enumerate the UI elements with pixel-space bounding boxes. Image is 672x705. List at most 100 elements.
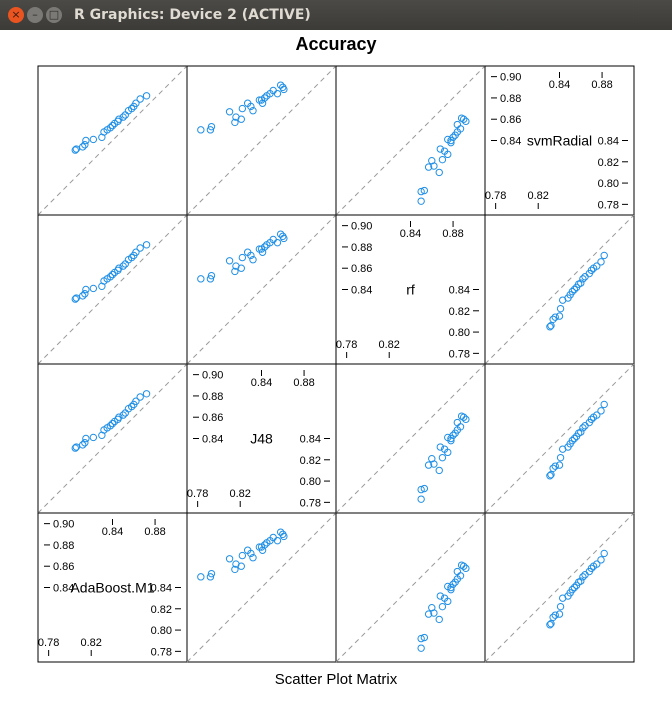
- minimize-window-button[interactable]: –: [27, 7, 43, 23]
- window-titlebar: × – □ R Graphics: Device 2 (ACTIVE): [0, 0, 672, 31]
- close-window-button[interactable]: ×: [8, 7, 24, 23]
- data-point: [79, 143, 87, 151]
- reference-line: [186, 65, 337, 216]
- data-point: [551, 313, 559, 321]
- data-point: [568, 585, 576, 594]
- data-point: [438, 602, 447, 611]
- tick-label: 0.78: [38, 637, 59, 649]
- data-point: [549, 464, 557, 472]
- data-point: [89, 135, 98, 144]
- data-point: [579, 573, 587, 581]
- tick-label: 0.78: [300, 497, 321, 509]
- data-point: [82, 285, 90, 294]
- data-point: [600, 251, 608, 260]
- data-point: [197, 275, 205, 283]
- variable-label: J48: [250, 431, 273, 447]
- data-point: [579, 275, 587, 283]
- data-point: [142, 390, 151, 398]
- data-point: [549, 315, 557, 323]
- data-point: [428, 604, 436, 612]
- tick-label: 0.86: [351, 263, 372, 275]
- data-point: [72, 294, 81, 302]
- reference-line: [335, 65, 486, 216]
- data-point: [570, 285, 579, 294]
- data-point: [108, 121, 117, 130]
- data-point: [551, 462, 559, 470]
- data-point: [568, 436, 576, 445]
- data-point: [420, 633, 429, 642]
- tick-label: 0.90: [500, 72, 521, 84]
- tick-label: 0.88: [144, 526, 165, 538]
- data-point: [577, 279, 585, 287]
- data-point: [119, 411, 127, 419]
- data-point: [280, 234, 288, 243]
- data-point: [600, 549, 608, 558]
- data-point: [127, 402, 136, 411]
- data-point: [237, 115, 245, 123]
- data-point: [81, 439, 89, 447]
- data-point: [457, 412, 466, 420]
- data-point: [428, 157, 436, 165]
- data-point: [127, 253, 136, 262]
- data-point: [546, 323, 554, 331]
- tick-label: 0.82: [379, 339, 400, 351]
- reference-line: [335, 512, 486, 663]
- reference-line: [37, 363, 188, 514]
- tick-label: 0.84: [400, 228, 421, 240]
- panel-grid: svmRadial 0.84 0.86 0.88 0.90 0.84 0.88 0.78 0.8…: [37, 65, 635, 663]
- data-point: [82, 434, 90, 443]
- data-point: [255, 245, 264, 253]
- data-point: [577, 577, 585, 585]
- tick-label: 0.78: [151, 646, 172, 658]
- data-point: [132, 397, 140, 405]
- tick-label: 0.82: [81, 637, 102, 649]
- data-point: [447, 138, 455, 147]
- reference-line: [484, 512, 635, 663]
- variable-label: rf: [406, 282, 415, 298]
- data-point: [71, 295, 79, 303]
- tick-label: 0.84: [151, 583, 172, 595]
- tick-label: 0.84: [202, 434, 223, 446]
- maximize-window-button[interactable]: □: [46, 7, 62, 23]
- data-point: [255, 543, 264, 551]
- data-point: [435, 466, 443, 475]
- panel-frame: [484, 512, 635, 663]
- data-point: [444, 150, 452, 159]
- tick-label: 0.82: [528, 190, 549, 202]
- data-point: [136, 393, 144, 401]
- data-point: [106, 422, 115, 430]
- tick-label: 0.88: [202, 391, 223, 403]
- data-point: [444, 448, 452, 457]
- data-point: [238, 253, 247, 262]
- data-point: [420, 484, 429, 493]
- data-point: [237, 562, 245, 570]
- data-point: [71, 146, 79, 154]
- data-point: [207, 569, 216, 578]
- data-point: [249, 554, 257, 562]
- data-point: [255, 96, 264, 104]
- tick-label: 0.78: [187, 488, 208, 500]
- data-point: [81, 290, 89, 298]
- data-point: [89, 284, 98, 293]
- data-point: [142, 92, 151, 100]
- tick-label: 0.88: [500, 93, 521, 105]
- data-point: [238, 551, 247, 560]
- data-point: [249, 107, 257, 115]
- data-point: [206, 573, 215, 581]
- data-point: [115, 264, 123, 272]
- data-point: [81, 141, 89, 149]
- data-point: [89, 433, 98, 442]
- data-point: [549, 613, 557, 621]
- data-point: [420, 186, 429, 195]
- data-point: [546, 621, 554, 629]
- data-point: [444, 597, 452, 606]
- data-point: [587, 266, 596, 275]
- tick-label: 0.80: [449, 327, 470, 339]
- data-point: [424, 163, 433, 171]
- data-point: [428, 455, 436, 463]
- data-point: [280, 532, 288, 541]
- tick-label: 0.78: [449, 348, 470, 360]
- variable-label: AdaBoost.M1: [70, 580, 154, 596]
- data-point: [597, 258, 605, 266]
- data-point: [547, 470, 555, 479]
